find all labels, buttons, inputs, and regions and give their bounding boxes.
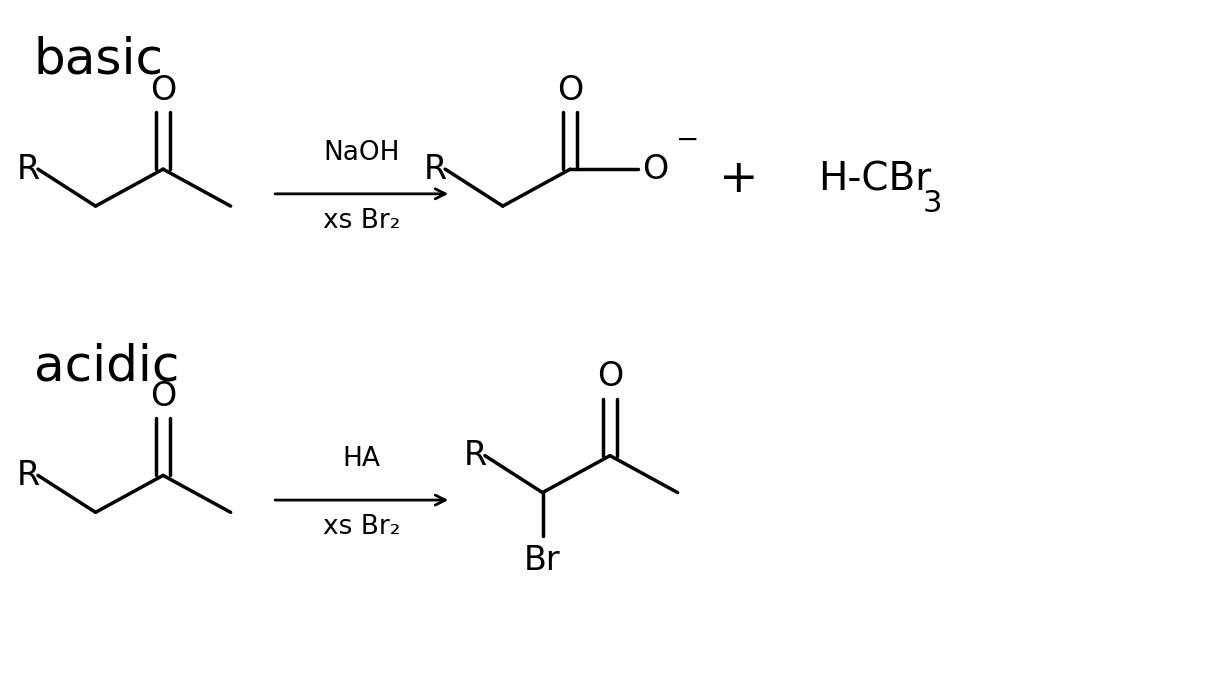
Text: acidic: acidic <box>34 342 180 390</box>
Text: O: O <box>598 360 623 393</box>
Text: R: R <box>463 439 487 472</box>
Text: O: O <box>557 74 584 106</box>
Text: R: R <box>16 153 39 185</box>
Text: −: − <box>676 126 699 153</box>
Text: 3: 3 <box>923 189 942 218</box>
Text: NaOH: NaOH <box>324 140 400 166</box>
Text: O: O <box>643 153 669 185</box>
Text: O: O <box>150 380 176 413</box>
Text: R: R <box>16 459 39 492</box>
Text: xs Br₂: xs Br₂ <box>323 207 400 234</box>
Text: O: O <box>150 74 176 106</box>
Text: basic: basic <box>34 36 164 84</box>
Text: R: R <box>424 153 447 185</box>
Text: +: + <box>719 157 759 201</box>
Text: HA: HA <box>342 447 381 473</box>
Text: xs Br₂: xs Br₂ <box>323 514 400 540</box>
Text: H-CBr: H-CBr <box>818 160 931 198</box>
Text: Br: Br <box>524 544 561 578</box>
